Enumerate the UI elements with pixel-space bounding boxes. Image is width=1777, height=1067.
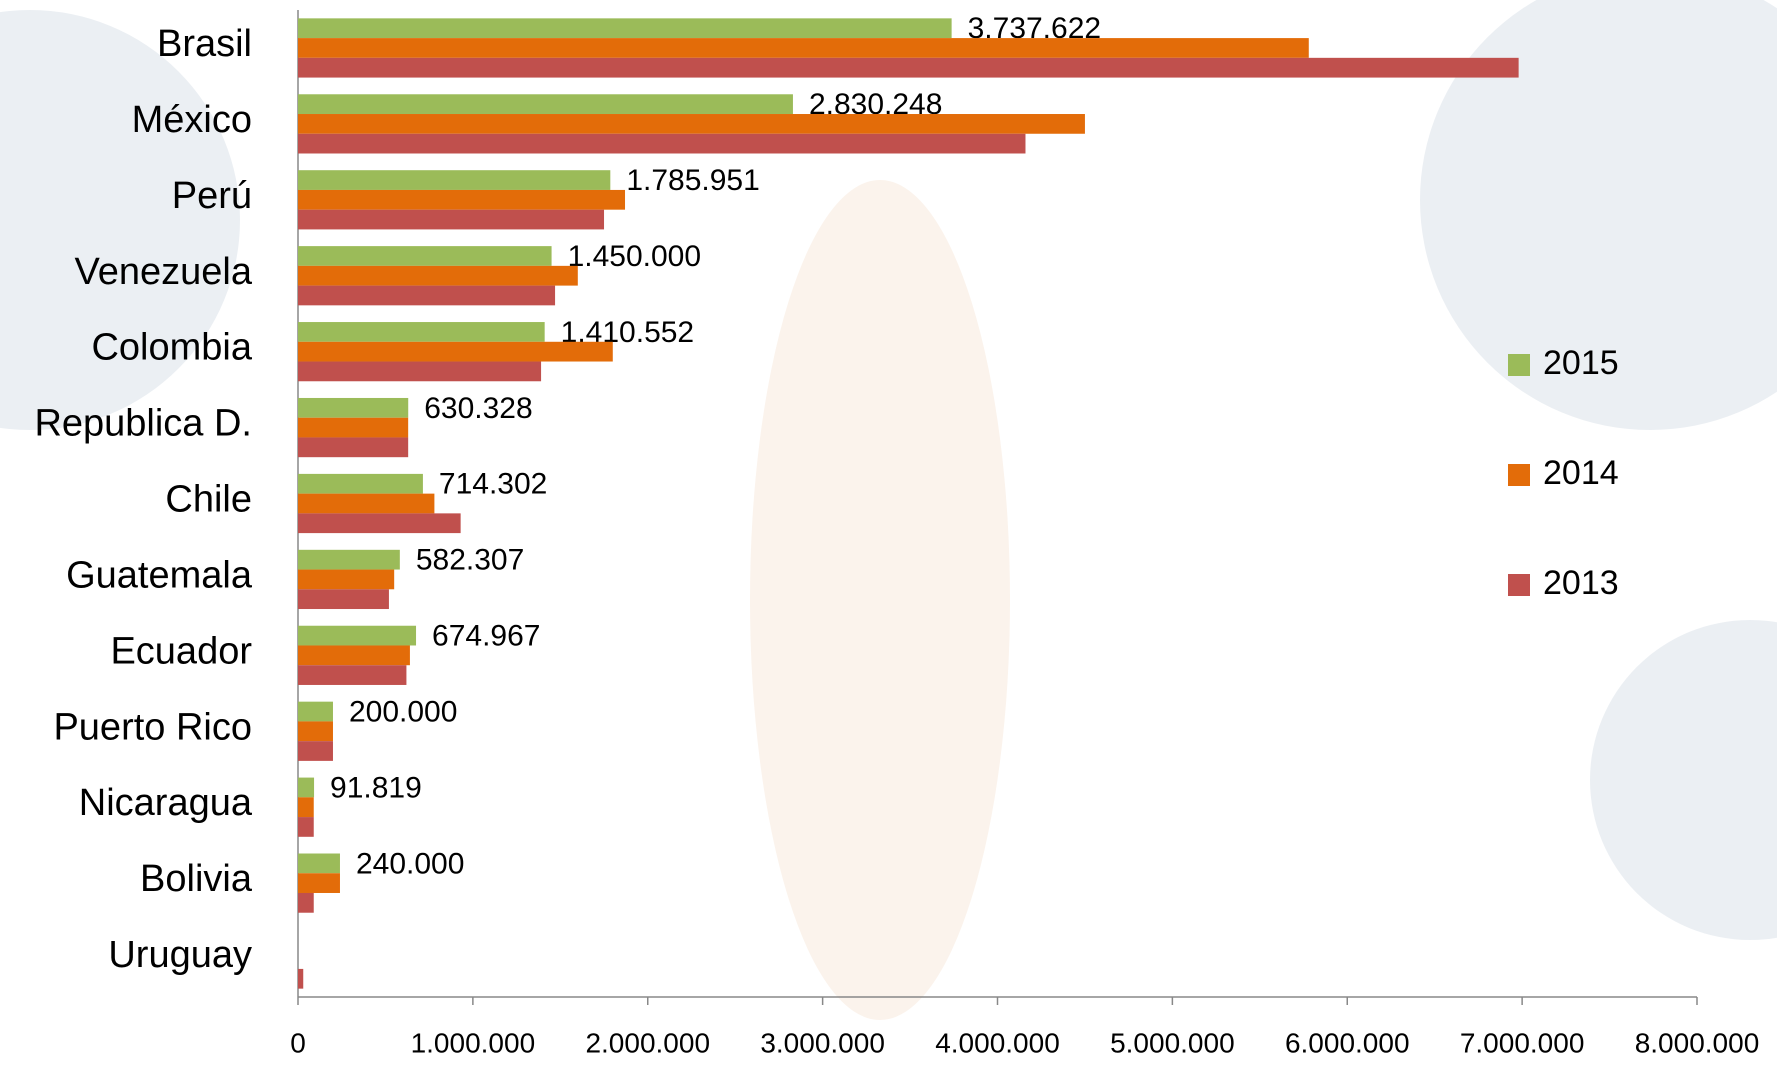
bar (298, 569, 395, 590)
category-label: Venezuela (75, 251, 253, 293)
bar (298, 721, 333, 742)
bar (298, 189, 626, 210)
bar (298, 853, 340, 874)
bar (298, 38, 1309, 58)
data-label: 91.819 (330, 771, 422, 804)
background-watermark (0, 0, 1777, 1020)
data-label: 200.000 (349, 695, 457, 728)
bar (298, 892, 314, 913)
bar (298, 437, 409, 458)
category-label: Perú (172, 175, 252, 217)
bar (298, 57, 1519, 78)
bar (298, 94, 793, 115)
legend-label: 2015 (1543, 344, 1619, 382)
bar (298, 265, 578, 286)
bar (298, 665, 407, 685)
category-label: Bolivia (140, 858, 253, 900)
bar (298, 493, 435, 514)
bar (298, 817, 314, 837)
bar (298, 246, 552, 266)
bar (298, 549, 400, 570)
x-tick-label: 8.000.000 (1635, 1027, 1760, 1058)
category-label: Brasil (157, 23, 252, 65)
category-label: Uruguay (108, 934, 252, 976)
bar (298, 341, 613, 362)
category-label: México (132, 99, 252, 141)
category-label: Chile (165, 479, 252, 521)
x-tick-label: 5.000.000 (1110, 1027, 1235, 1058)
legend-label: 2014 (1543, 454, 1619, 492)
bar (298, 361, 542, 382)
x-tick-label: 6.000.000 (1285, 1027, 1410, 1058)
category-label: Ecuador (110, 630, 252, 672)
bar (298, 170, 611, 190)
bar (298, 701, 333, 722)
category-label: Puerto Rico (53, 706, 252, 748)
data-label: 1.450.000 (568, 240, 701, 273)
bar (298, 285, 556, 306)
x-tick-label: 3.000.000 (760, 1027, 885, 1058)
legend-label: 2013 (1543, 564, 1619, 602)
bar (298, 209, 605, 230)
x-tick-label: 2.000.000 (585, 1027, 710, 1058)
category-label: Colombia (91, 327, 252, 369)
bar (298, 777, 315, 798)
x-tick-label: 1.000.000 (411, 1027, 536, 1058)
data-label: 714.302 (439, 468, 547, 501)
bar (298, 133, 1026, 154)
bar (298, 968, 304, 989)
data-label: 630.328 (424, 392, 532, 425)
bar (298, 741, 333, 761)
data-label: 240.000 (356, 847, 464, 880)
bar (298, 473, 423, 494)
bar (298, 114, 1085, 134)
bar (298, 873, 340, 893)
data-label: 1.785.951 (626, 164, 759, 197)
legend-swatch (1508, 354, 1530, 376)
legend-swatch (1508, 464, 1530, 486)
bar (298, 625, 417, 646)
bar (298, 417, 409, 438)
bar (298, 322, 545, 342)
legend-swatch (1508, 574, 1530, 596)
x-tick-label: 4.000.000 (935, 1027, 1060, 1058)
x-tick-label: 0 (290, 1027, 306, 1058)
category-label: Republica D. (34, 403, 252, 445)
category-label: Guatemala (66, 554, 253, 596)
data-label: 674.967 (432, 620, 540, 653)
bar (298, 18, 952, 39)
bar (298, 513, 461, 534)
data-label: 582.307 (416, 544, 524, 577)
bar (298, 645, 410, 666)
x-tick-label: 7.000.000 (1460, 1027, 1585, 1058)
bar (298, 797, 314, 818)
bar (298, 397, 409, 418)
category-label: Nicaragua (79, 782, 253, 824)
bar (298, 589, 389, 610)
